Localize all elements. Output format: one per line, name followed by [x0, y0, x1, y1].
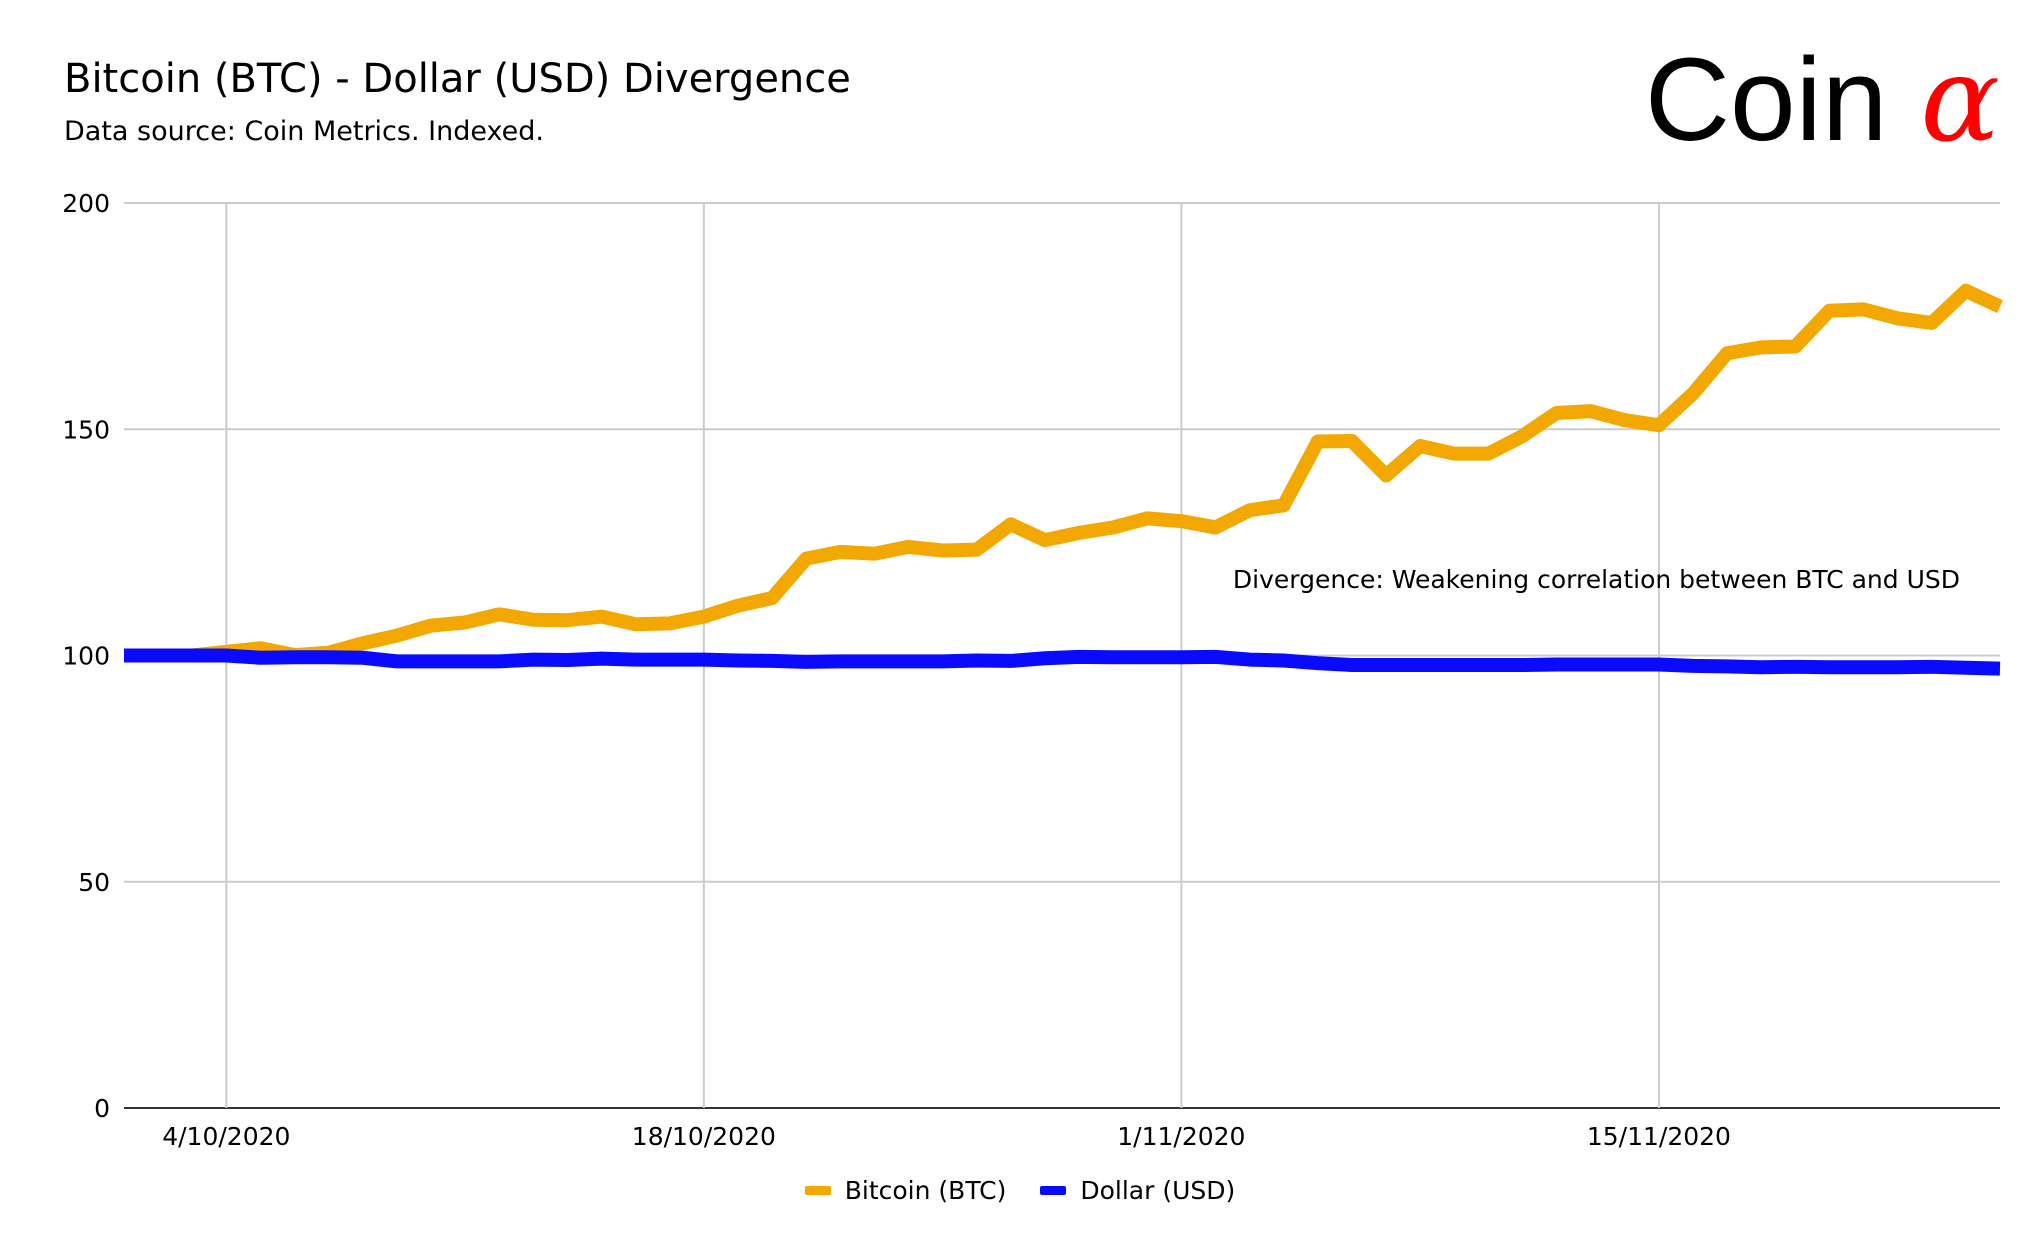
- y-tick-label: 0: [94, 1094, 110, 1123]
- y-tick-label: 100: [62, 642, 110, 671]
- x-tick-label: 18/10/2020: [632, 1122, 776, 1151]
- legend-item-btc[interactable]: Bitcoin (BTC): [804, 1176, 1007, 1205]
- legend-swatch-btc: [804, 1186, 831, 1195]
- x-tick-label: 1/11/2020: [1117, 1122, 1245, 1151]
- legend-label-usd: Dollar (USD): [1080, 1176, 1236, 1205]
- legend-label-btc: Bitcoin (BTC): [844, 1176, 1007, 1205]
- legend-item-usd[interactable]: Dollar (USD): [1040, 1176, 1235, 1205]
- series-lines: [124, 283, 2003, 676]
- btc-line: [124, 283, 2003, 663]
- y-tick-label: 50: [78, 868, 110, 897]
- y-tick-label: 150: [62, 415, 110, 444]
- x-tick-label: 4/10/2020: [162, 1122, 290, 1151]
- x-tick-label: 15/11/2020: [1587, 1122, 1731, 1151]
- logo-text: Coin: [1644, 34, 1888, 166]
- coin-alpha-logo: Coin α: [1645, 40, 2000, 159]
- y-tick-label: 200: [62, 189, 110, 218]
- usd-line: [124, 648, 2001, 676]
- logo-alpha-symbol: α: [1920, 30, 2000, 168]
- chart-title: Bitcoin (BTC) - Dollar (USD) Divergence: [64, 56, 851, 102]
- legend-swatch-usd: [1040, 1186, 1067, 1195]
- chart-annotation: Divergence: Weakening correlation betwee…: [1233, 565, 1960, 594]
- legend: Bitcoin (BTC) Dollar (USD): [0, 1176, 2040, 1205]
- chart-subtitle: Data source: Coin Metrics. Indexed.: [64, 116, 544, 147]
- axis-labels: 0 50 100 150 200 4/10/2020 18/10/2020 1/11/2020…: [62, 189, 1731, 1151]
